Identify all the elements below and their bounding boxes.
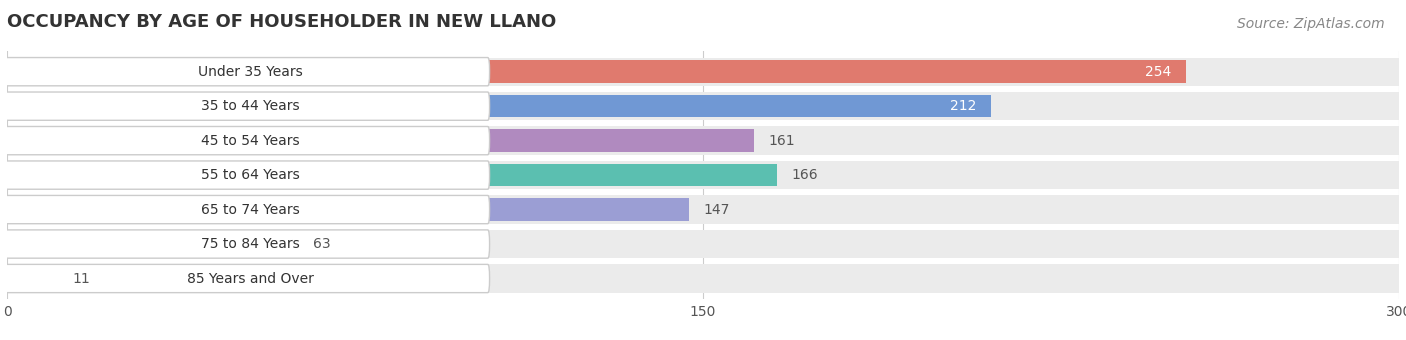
Bar (7, 161, 1399, 189)
Bar (7, 195, 1399, 224)
FancyBboxPatch shape (3, 265, 489, 293)
Bar (7, 233, 299, 255)
Bar (7, 198, 689, 221)
FancyBboxPatch shape (3, 161, 489, 189)
FancyBboxPatch shape (3, 92, 489, 120)
Bar (7, 267, 58, 290)
Bar (7, 126, 1399, 155)
Text: 147: 147 (703, 203, 730, 217)
Text: 63: 63 (314, 237, 330, 251)
FancyBboxPatch shape (3, 126, 489, 155)
Text: 55 to 64 Years: 55 to 64 Years (201, 168, 299, 182)
Text: OCCUPANCY BY AGE OF HOUSEHOLDER IN NEW LLANO: OCCUPANCY BY AGE OF HOUSEHOLDER IN NEW L… (7, 13, 557, 31)
FancyBboxPatch shape (3, 195, 489, 224)
Text: 11: 11 (72, 272, 90, 286)
Text: 161: 161 (768, 134, 794, 148)
Bar (7, 265, 1399, 293)
Text: Source: ZipAtlas.com: Source: ZipAtlas.com (1237, 17, 1385, 31)
Bar (7, 92, 1399, 120)
Text: Under 35 Years: Under 35 Years (198, 65, 304, 79)
Bar (7, 230, 1399, 258)
Text: 166: 166 (792, 168, 818, 182)
FancyBboxPatch shape (3, 57, 489, 86)
Bar (7, 164, 778, 186)
FancyBboxPatch shape (3, 230, 489, 258)
Text: 212: 212 (950, 99, 977, 113)
Text: 65 to 74 Years: 65 to 74 Years (201, 203, 299, 217)
Text: 45 to 54 Years: 45 to 54 Years (201, 134, 299, 148)
Bar (7, 130, 754, 152)
Bar (7, 57, 1399, 86)
Text: 85 Years and Over: 85 Years and Over (187, 272, 314, 286)
Bar (7, 61, 1185, 83)
Text: 35 to 44 Years: 35 to 44 Years (201, 99, 299, 113)
Text: 75 to 84 Years: 75 to 84 Years (201, 237, 299, 251)
Bar (7, 95, 991, 117)
Text: 254: 254 (1146, 65, 1171, 79)
